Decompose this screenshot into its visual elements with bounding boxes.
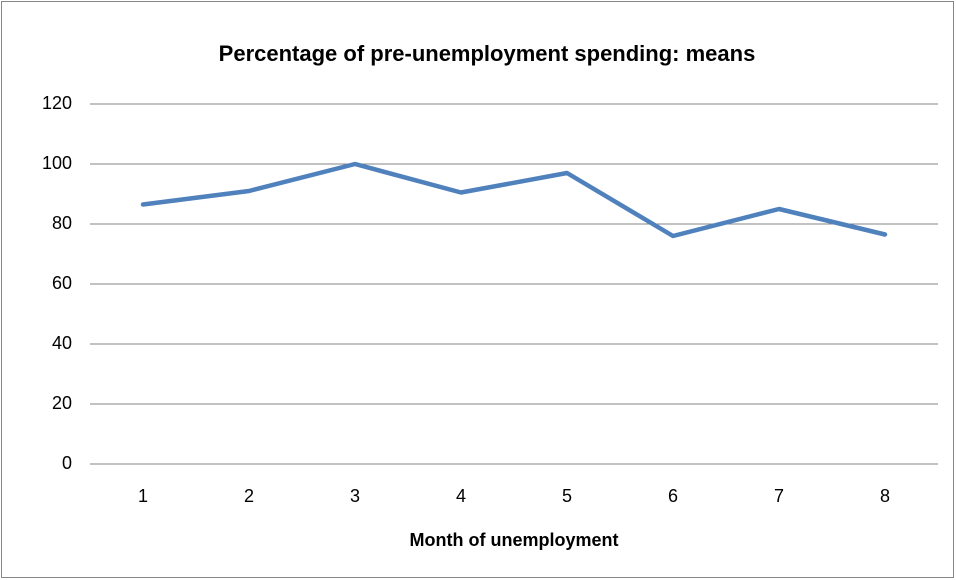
y-tick-label: 40 (52, 333, 72, 353)
chart-title: Percentage of pre-unemployment spending:… (219, 41, 756, 66)
y-tick-label: 60 (52, 273, 72, 293)
x-tick-label: 8 (880, 486, 890, 506)
x-tick-label: 7 (774, 486, 784, 506)
x-tick-label: 6 (668, 486, 678, 506)
y-tick-label: 0 (62, 453, 72, 473)
x-tick-label: 4 (456, 486, 466, 506)
x-tick-label: 3 (350, 486, 360, 506)
x-axis-title: Month of unemployment (410, 530, 619, 550)
y-tick-label: 80 (52, 213, 72, 233)
x-tick-label: 5 (562, 486, 572, 506)
x-tick-label: 2 (244, 486, 254, 506)
x-tick-label: 1 (138, 486, 148, 506)
data-line (140, 161, 888, 239)
y-tick-label: 20 (52, 393, 72, 413)
y-tick-label: 100 (42, 153, 72, 173)
y-tick-label: 120 (42, 93, 72, 113)
